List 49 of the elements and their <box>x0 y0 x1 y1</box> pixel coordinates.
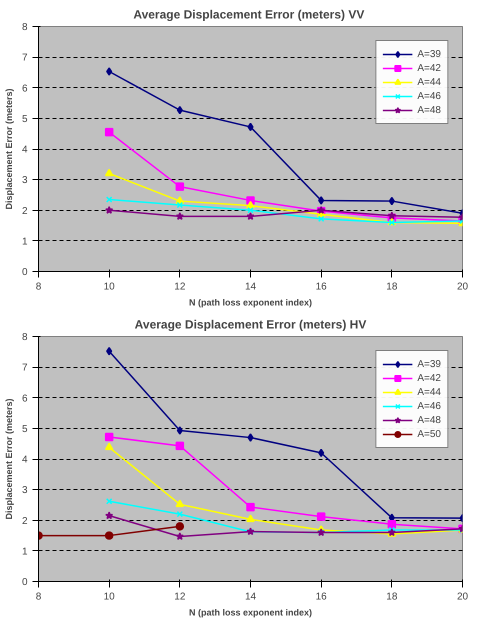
x-tick-label: 20 <box>456 592 468 602</box>
y-tick-label: 6 <box>22 393 28 404</box>
y-tick-label: 0 <box>22 267 28 278</box>
legend-label: A=48 <box>417 104 441 117</box>
y-tick-label: 8 <box>22 22 28 33</box>
y-tick-label: 3 <box>22 485 28 496</box>
x-tick-label: 18 <box>386 592 398 602</box>
x-tick-label: 8 <box>36 592 42 602</box>
y-tick-label: 3 <box>22 175 28 186</box>
chart-title: Average Displacement Error (meters) HV <box>134 318 366 332</box>
y-tick-label: 1 <box>22 546 28 558</box>
chart-title: Average Displacement Error (meters) VV <box>133 8 364 22</box>
x-tick-label: 12 <box>174 592 186 602</box>
legend-label: A=44 <box>417 386 441 399</box>
y-tick-label: 7 <box>22 362 28 374</box>
x-tick-label: 18 <box>386 282 398 292</box>
x-tick-label: 16 <box>316 282 328 292</box>
x-tick-label: 20 <box>456 282 468 292</box>
legend-label: A=50 <box>417 428 441 441</box>
x-tick-label: 14 <box>244 592 256 602</box>
legend-label: A=39 <box>417 48 441 61</box>
legend-label: A=39 <box>417 358 441 371</box>
y-tick-label: 8 <box>22 332 28 343</box>
y-tick-label: 5 <box>22 114 28 125</box>
x-tick-label: 10 <box>104 592 116 602</box>
y-tick-label: 2 <box>22 206 28 217</box>
legend-label: A=46 <box>417 90 441 103</box>
x-axis-title: N (path loss exponent index) <box>188 608 312 618</box>
y-tick-label: 2 <box>22 516 28 527</box>
y-tick-label: 0 <box>22 577 28 588</box>
legend-label: A=42 <box>417 62 441 75</box>
legend-label: A=42 <box>417 372 441 385</box>
y-tick-label: 6 <box>22 83 28 94</box>
x-tick-label: 10 <box>104 282 116 292</box>
y-axis-title: Displacement Error (meters) <box>4 88 14 210</box>
x-tick-label: 12 <box>174 282 186 292</box>
y-tick-label: 5 <box>22 424 28 435</box>
legend-label: A=44 <box>417 76 441 89</box>
y-tick-label: 7 <box>22 52 28 64</box>
legend-label: A=48 <box>417 414 441 427</box>
y-tick-label: 1 <box>22 236 28 248</box>
x-tick-label: 16 <box>316 592 328 602</box>
x-tick-label: 14 <box>244 282 256 292</box>
x-tick-label: 8 <box>36 282 42 292</box>
y-axis-title: Displacement Error (meters) <box>4 398 14 520</box>
x-axis-title: N (path loss exponent index) <box>188 298 312 308</box>
y-tick-label: 4 <box>22 454 28 466</box>
y-tick-label: 4 <box>22 144 28 156</box>
legend-label: A=46 <box>417 400 441 413</box>
